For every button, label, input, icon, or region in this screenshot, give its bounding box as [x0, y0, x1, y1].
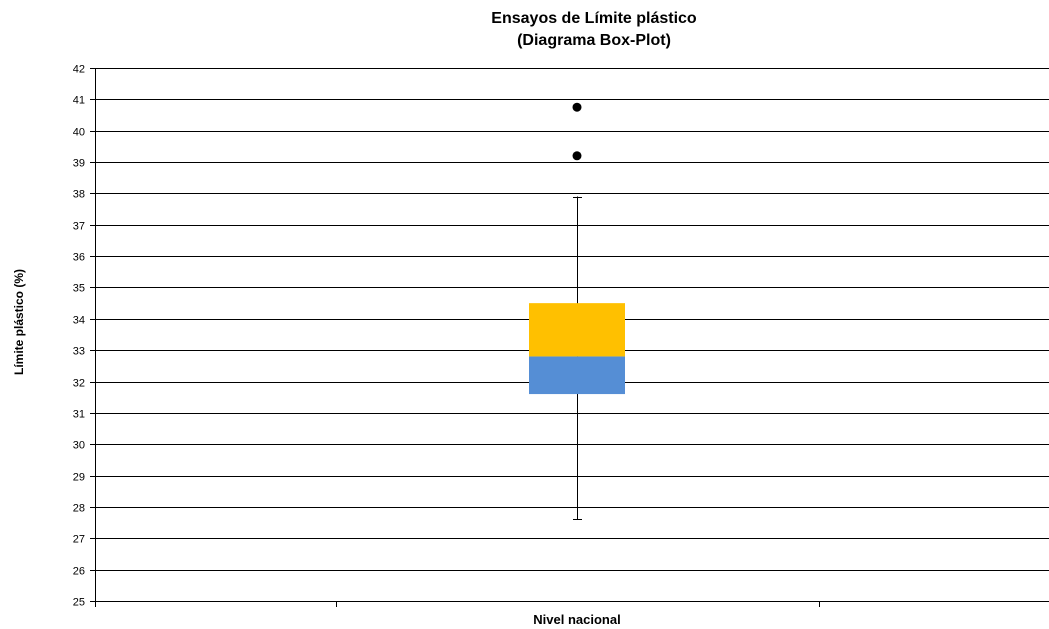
y-tick-label: 26 [73, 566, 85, 578]
y-tick-label: 25 [73, 597, 85, 609]
y-tick-label: 36 [73, 252, 85, 264]
y-tick-label: 34 [73, 315, 85, 327]
chart-title: Ensayos de Límite plástico (Diagrama Box… [0, 8, 1049, 52]
y-tick-label: 42 [73, 64, 85, 76]
y-tick-label: 38 [73, 189, 85, 201]
box-lower-q1-median [529, 356, 625, 395]
y-tick-label: 31 [73, 409, 85, 421]
x-axis-label: Nivel nacional [533, 612, 621, 627]
y-tick-label: 27 [73, 534, 85, 546]
chart-title-line-2: (Diagrama Box-Plot) [517, 32, 671, 49]
chart-title-line-1: Ensayos de Límite plástico [491, 10, 697, 27]
box-plot [529, 102, 625, 520]
y-tick-label: 35 [73, 283, 85, 295]
outlier-point [572, 151, 582, 161]
y-tick-label: 32 [73, 378, 85, 390]
axes [95, 68, 820, 607]
y-tick-label: 30 [73, 440, 85, 452]
y-tick-label: 39 [73, 158, 85, 170]
y-tick-label: 29 [73, 472, 85, 484]
y-tick-label: 41 [73, 95, 85, 107]
y-tick-label: 28 [73, 503, 85, 515]
box-upper-median-q3 [529, 303, 625, 357]
y-tick-labels: 25 26 27 28 29 30 31 32 33 34 35 36 37 38 39 40 41 42 [73, 64, 85, 609]
y-tick-label: 33 [73, 346, 85, 358]
outlier-point [572, 102, 582, 112]
y-tick-label: 37 [73, 221, 85, 233]
y-tick-label: 40 [73, 127, 85, 139]
